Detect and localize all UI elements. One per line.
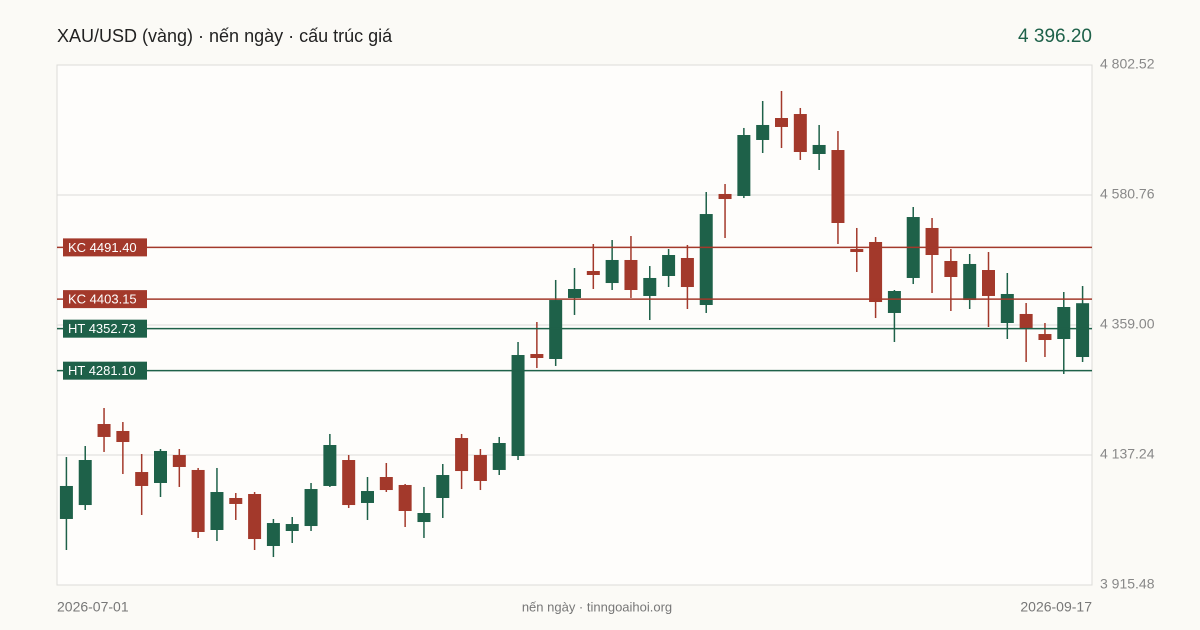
candle-body	[1038, 334, 1052, 341]
candle-body	[323, 444, 337, 486]
candle-body	[605, 259, 619, 284]
x-tick-label: 2026-09-17	[1020, 599, 1092, 615]
y-tick-label: 4 802.52	[1100, 56, 1155, 72]
level-label: HT 4281.10	[68, 363, 136, 378]
y-tick-label: 4 580.76	[1100, 186, 1155, 202]
y-tick-label: 4 137.24	[1100, 446, 1155, 462]
candle-body	[191, 469, 205, 532]
candle-body	[361, 491, 374, 503]
candle-body	[59, 485, 73, 519]
level-label-box	[63, 361, 147, 380]
x-tick-label: 2026-07-01	[57, 599, 129, 615]
candle-body	[116, 430, 130, 443]
candle-body	[869, 241, 883, 303]
candle-body	[210, 492, 224, 531]
candle-body	[887, 290, 901, 313]
candle-body	[680, 257, 694, 288]
candle-body	[473, 455, 487, 481]
candle-body	[379, 477, 393, 491]
candle-body	[229, 497, 243, 504]
candle-body	[699, 214, 713, 306]
candle-body	[812, 144, 826, 154]
candle-body	[963, 263, 977, 301]
candle-body	[530, 354, 544, 359]
candle-body	[737, 135, 751, 196]
candle-body	[97, 424, 111, 437]
candle-body	[154, 450, 167, 483]
candle-body	[135, 472, 149, 486]
candle-body	[248, 494, 262, 540]
candle-body	[982, 270, 995, 296]
level-label-box	[63, 319, 147, 338]
candle-body	[568, 289, 581, 298]
candle-body	[172, 455, 186, 467]
candle-body	[718, 193, 732, 200]
candle-body	[793, 114, 807, 153]
candle-body	[944, 260, 958, 277]
level-label: KC 4491.40	[68, 240, 137, 255]
footer: nến ngày · tinngoaihoi.org	[522, 599, 672, 614]
candle-body	[850, 249, 864, 253]
level-label: HT 4352.73	[68, 321, 136, 336]
candle-body	[662, 255, 676, 276]
candle-body	[417, 513, 431, 523]
candle-body	[643, 277, 657, 296]
candle-body	[1076, 303, 1090, 358]
candle-body	[1057, 307, 1071, 340]
candle-body	[1000, 293, 1014, 324]
level-label-box	[63, 290, 147, 309]
candle-body	[775, 118, 788, 127]
y-tick-label: 3 915.48	[1100, 576, 1155, 592]
candle-body	[455, 438, 469, 472]
candle-body	[78, 460, 92, 506]
last-price: 4 396.20	[1018, 26, 1092, 47]
level-label: KC 4403.15	[68, 292, 137, 307]
candle-body	[342, 460, 356, 506]
candle-body	[756, 124, 770, 140]
candle-body	[925, 227, 939, 256]
candle-body	[266, 523, 280, 547]
candle-body	[1019, 313, 1033, 328]
candle-body	[304, 489, 318, 527]
candle-body	[492, 443, 506, 470]
candle-body	[549, 300, 563, 360]
candle-body	[511, 355, 525, 457]
candle-body	[586, 271, 600, 275]
candle-body	[285, 524, 299, 531]
chart-title: XAU/USD (vàng) · nến ngày · cấu trúc giá	[57, 26, 393, 46]
candle-body	[398, 484, 412, 512]
candle-body	[624, 259, 638, 291]
level-label-box	[63, 238, 147, 257]
candle-body	[436, 475, 450, 498]
candle-body	[831, 150, 845, 223]
y-tick-label: 4 359.00	[1100, 316, 1155, 332]
